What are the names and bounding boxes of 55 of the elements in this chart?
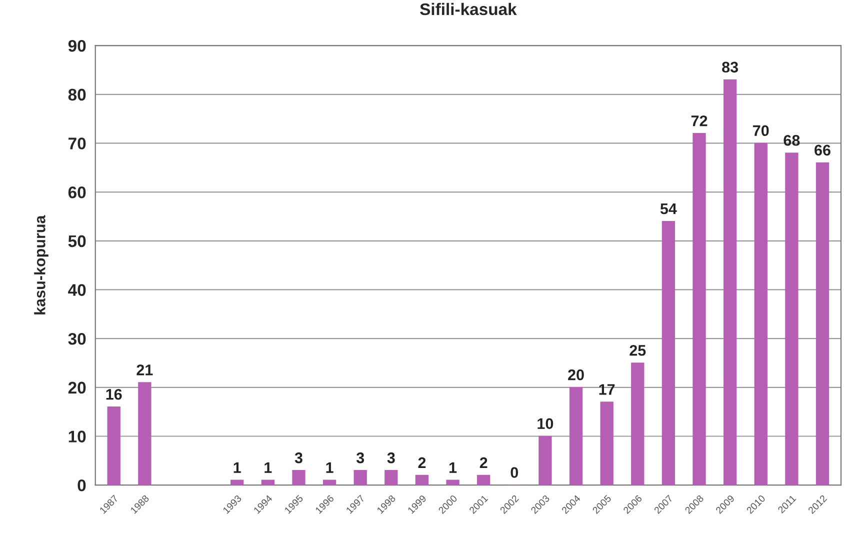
bar: [261, 480, 274, 486]
y-tick-label: 70: [68, 138, 86, 150]
bar: [723, 79, 737, 486]
data-label: 17: [599, 384, 615, 395]
data-label: 3: [356, 452, 364, 464]
bar: [107, 406, 120, 486]
data-label: 1: [264, 462, 272, 473]
bar: [538, 436, 552, 486]
bar: [415, 474, 429, 486]
bar: [662, 220, 676, 486]
data-label: 3: [294, 452, 302, 464]
data-label: 72: [691, 115, 708, 126]
y-tick-label: 40: [68, 284, 86, 296]
data-label: 3: [387, 452, 395, 464]
data-label: 83: [722, 62, 738, 73]
data-label: 0: [510, 467, 518, 478]
y-tick-label: 80: [68, 88, 86, 101]
bar: [322, 480, 336, 486]
y-tick-label: 30: [68, 332, 86, 345]
bar: [292, 470, 306, 486]
bar: [354, 470, 367, 486]
y-axis-title: kasu-kopurua: [34, 215, 48, 314]
bar: [631, 362, 644, 486]
data-label: 1: [326, 462, 334, 473]
bar: [569, 386, 583, 486]
bar: [600, 402, 614, 486]
data-label: 68: [784, 134, 800, 146]
data-label: 66: [814, 144, 830, 156]
y-tick-label: 20: [68, 382, 86, 394]
data-label: 10: [538, 418, 554, 430]
bar: [138, 382, 152, 486]
y-tick-label: 10: [68, 430, 86, 442]
y-tick-label: 60: [68, 186, 86, 198]
data-label: 25: [630, 344, 646, 356]
bar: [384, 470, 398, 486]
data-label: 1: [234, 462, 241, 473]
bar: [230, 480, 244, 486]
data-label: 54: [660, 204, 677, 214]
data-label: 16: [106, 388, 122, 400]
data-label: 70: [753, 125, 769, 136]
data-label: 2: [418, 457, 426, 468]
y-tick-label: 90: [68, 40, 86, 52]
bar: [446, 480, 460, 486]
bar: [754, 142, 768, 486]
y-tick-label: 50: [68, 235, 86, 248]
bar: [477, 474, 490, 486]
bar: [692, 133, 706, 486]
bar: [816, 162, 830, 486]
data-label: 1: [449, 462, 457, 473]
data-label: 20: [568, 369, 584, 380]
data-label: 21: [136, 364, 153, 376]
bar: [785, 152, 798, 486]
y-tick-label: 0: [78, 479, 86, 492]
chart-title: Sifili-kasuak: [420, 2, 517, 16]
data-label: 2: [480, 457, 488, 468]
